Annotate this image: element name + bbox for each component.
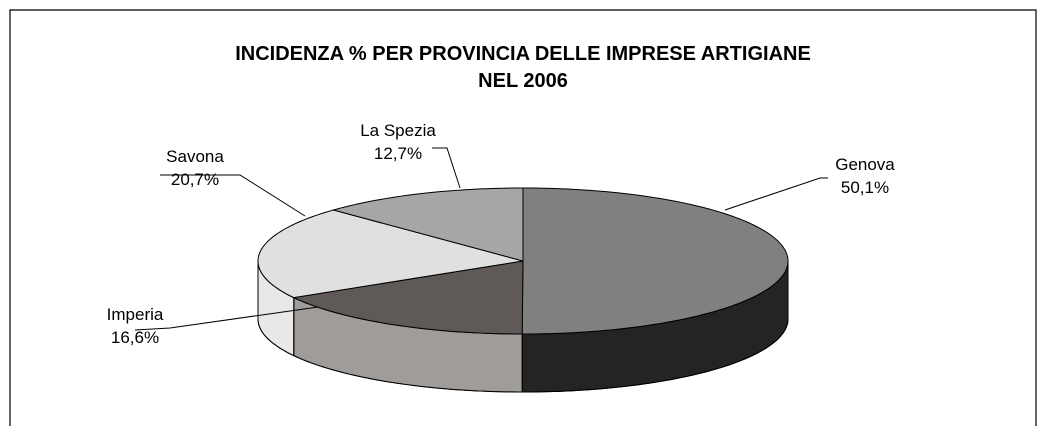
slice-value-label: 12,7% bbox=[374, 144, 422, 163]
leader-line bbox=[160, 174, 306, 217]
pie-slice bbox=[331, 187, 524, 262]
chart-title: NEL 2006 bbox=[478, 70, 568, 92]
pie-slice bbox=[257, 209, 524, 299]
slice-value-label: 50,1% bbox=[841, 178, 889, 197]
slice-label: La Spezia bbox=[360, 121, 436, 140]
leader-line bbox=[134, 306, 319, 331]
slice-label: Imperia bbox=[107, 305, 164, 324]
chart-frame bbox=[9, 9, 1037, 426]
chart-title: INCIDENZA % PER PROVINCIA DELLE IMPRESE … bbox=[235, 43, 811, 65]
pie-slice bbox=[521, 187, 789, 335]
slice-value-label: 16,6% bbox=[111, 328, 159, 347]
leader-line bbox=[724, 177, 828, 211]
leader-line bbox=[432, 147, 461, 189]
slice-label: Genova bbox=[835, 155, 895, 174]
slice-label: Savona bbox=[166, 147, 224, 166]
slice-value-label: 20,7% bbox=[171, 170, 219, 189]
